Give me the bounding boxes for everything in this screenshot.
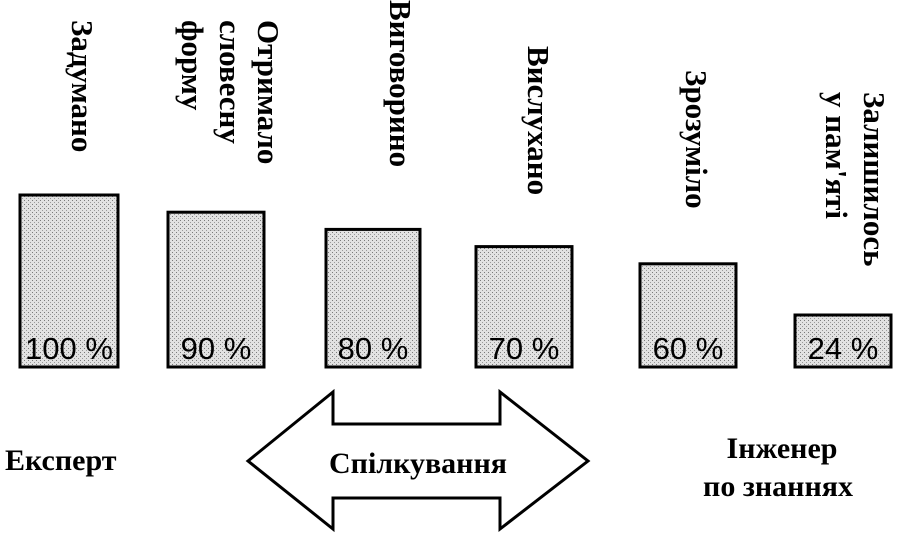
- bars-group: 100 % 90 % 80 % 70 % 60 % 24 %: [18, 193, 893, 369]
- stage-bar: [166, 210, 266, 369]
- stage-bar: [474, 245, 574, 369]
- stage-label: Виговорино: [383, 0, 418, 167]
- stage-bar: [18, 193, 120, 369]
- stage-label: словесну: [213, 20, 248, 144]
- knowledge-engineer-label: Інженер: [727, 432, 838, 465]
- stage-percent-label: 60 %: [653, 331, 724, 366]
- stage-label: Отримало: [251, 20, 286, 164]
- stage-bar: [638, 262, 738, 369]
- stage-percent-label: 100 %: [25, 331, 113, 366]
- stage-percent-label: 90 %: [181, 331, 252, 366]
- stage-percent-label: 24 %: [808, 331, 879, 366]
- stage-bar: [793, 313, 893, 369]
- stage-label: Залишилось: [857, 92, 892, 266]
- expert-label: Експерт: [5, 444, 117, 477]
- stage-label: Зрозуміло: [679, 70, 714, 209]
- communication-double-arrow: [245, 388, 591, 533]
- stage-label: форму: [175, 20, 210, 111]
- stage-label: Вислухано: [521, 46, 556, 195]
- stage-percent-label: 70 %: [489, 331, 560, 366]
- communication-label: Спілкування: [329, 447, 507, 480]
- stage-percent-label: 80 %: [338, 331, 409, 366]
- stage-label: Задумано: [65, 20, 100, 152]
- stage-label: у пам'яті: [819, 92, 854, 219]
- knowledge-engineer-label-line2: по знаннях: [703, 470, 853, 503]
- stage-bar: [324, 227, 422, 369]
